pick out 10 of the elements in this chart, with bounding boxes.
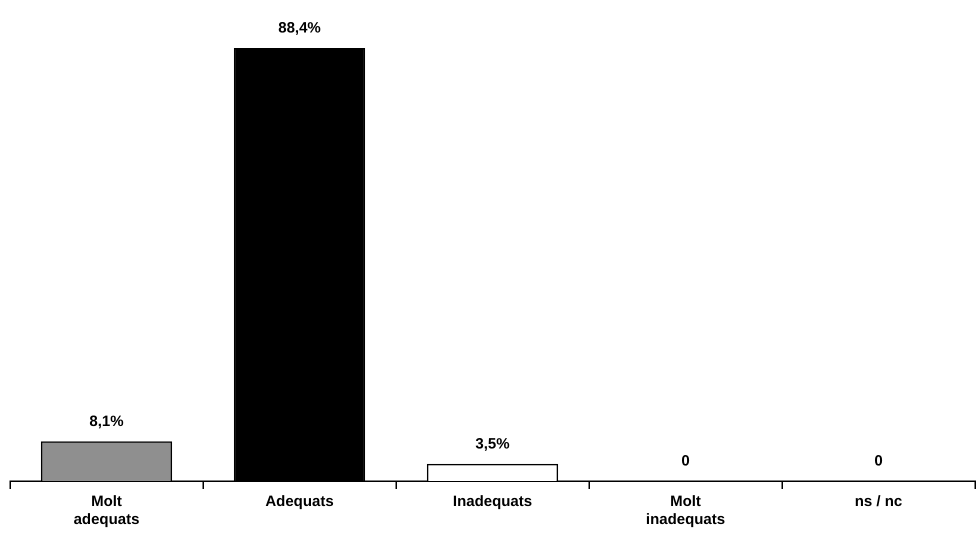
x-tick-label: Inadequats bbox=[452, 493, 532, 510]
data-label: 3,5% bbox=[475, 435, 510, 452]
data-label: 8,1% bbox=[89, 412, 124, 430]
data-label: 88,4% bbox=[278, 20, 321, 37]
x-tick-label: Adequats bbox=[265, 493, 334, 510]
data-label: 0 bbox=[681, 452, 690, 470]
x-tick-label: Molt adequats bbox=[74, 493, 140, 528]
x-tick-label: Molt inadequats bbox=[646, 493, 726, 528]
x-tick-label: ns / nc bbox=[854, 493, 902, 510]
data-label: 0 bbox=[874, 452, 883, 470]
